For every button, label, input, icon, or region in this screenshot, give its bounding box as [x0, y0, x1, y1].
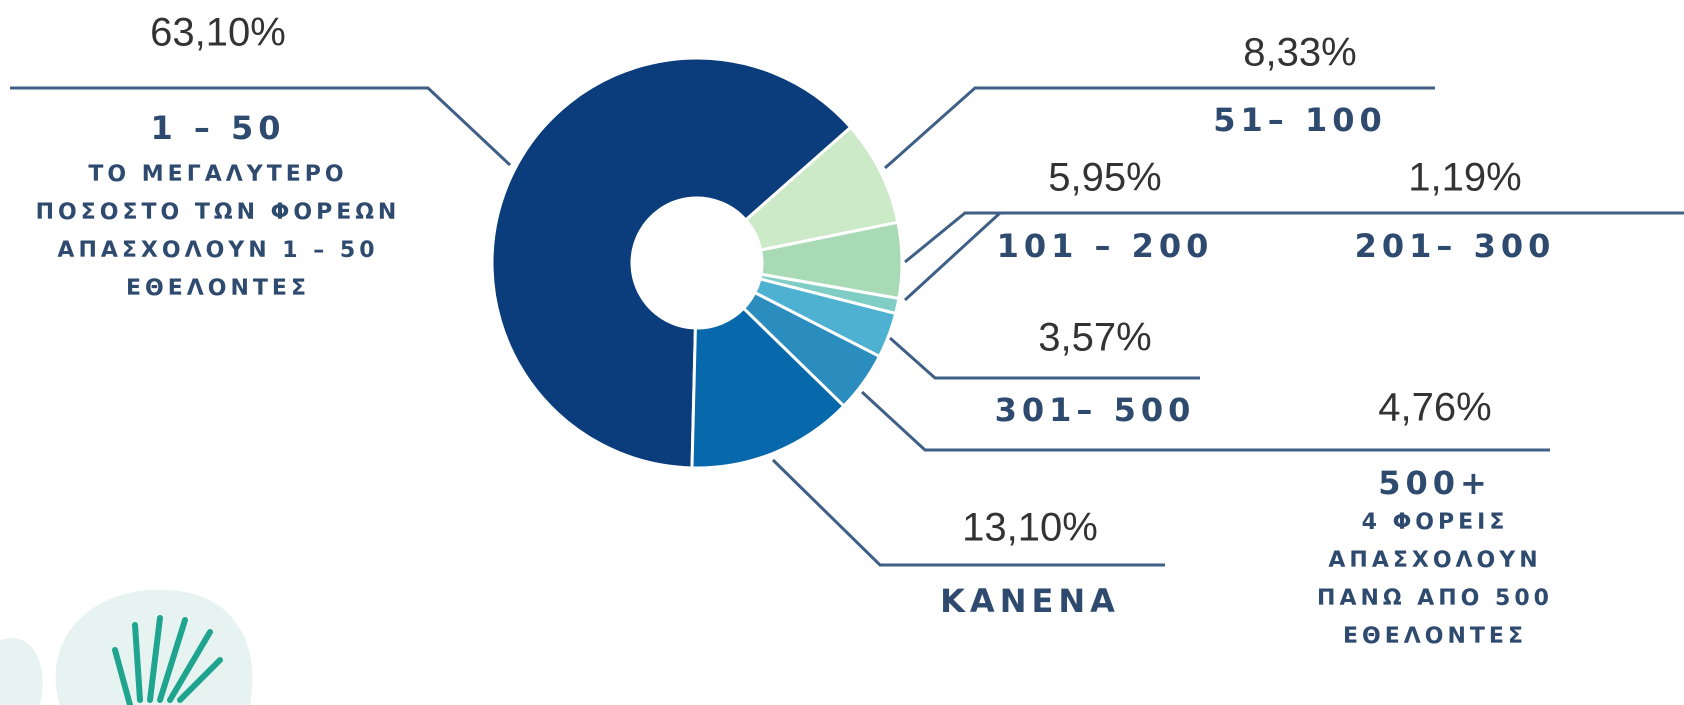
annotation: ΕΘΕΛΟΝΤΕΣ — [126, 276, 310, 301]
category-label: 1 – 50 — [150, 109, 285, 147]
annotation: ΕΘΕΛΟΝΤΕΣ — [1343, 624, 1527, 649]
category-label: 500+ — [1378, 464, 1492, 502]
category-label: 301– 500 — [995, 391, 1196, 429]
value-label: 3,57% — [1038, 316, 1151, 360]
annotation: ΑΠΑΣΧΟΛΟΥΝ — [1328, 548, 1541, 573]
value-label: 8,33% — [1243, 31, 1356, 75]
value-label: 13,10% — [962, 506, 1098, 550]
category-label: 101 – 200 — [997, 227, 1214, 265]
value-label: 1,19% — [1408, 156, 1521, 200]
category-label: 51– 100 — [1213, 101, 1386, 139]
annotation: ΠΟΣΟΣΤΟ ΤΩΝ ΦΟΡΕΩΝ — [36, 200, 401, 225]
annotation: ΤΟ ΜΕΓΑΛΥΤΕΡΟ — [88, 162, 347, 187]
value-label: 63,10% — [150, 11, 286, 55]
decoration — [0, 590, 252, 705]
annotation: 4 ΦΟΡΕΙΣ — [1362, 510, 1509, 535]
chart: 63,10% 1 – 50 ΤΟ ΜΕΓΑΛΥΤΕΡΟ ΠΟΣΟΣΤΟ ΤΩΝ ΦΟΡ… — [0, 0, 1684, 705]
category-label: 201– 300 — [1355, 227, 1556, 265]
annotation: ΠΑΝΩ ΑΠΟ 500 — [1317, 586, 1553, 611]
value-label: 5,95% — [1048, 156, 1161, 200]
category-label: ΚΑΝΕΝΑ — [940, 582, 1120, 620]
value-label: 4,76% — [1378, 386, 1491, 430]
annotation: ΑΠΑΣΧΟΛΟΥΝ 1 – 50 — [57, 238, 378, 263]
